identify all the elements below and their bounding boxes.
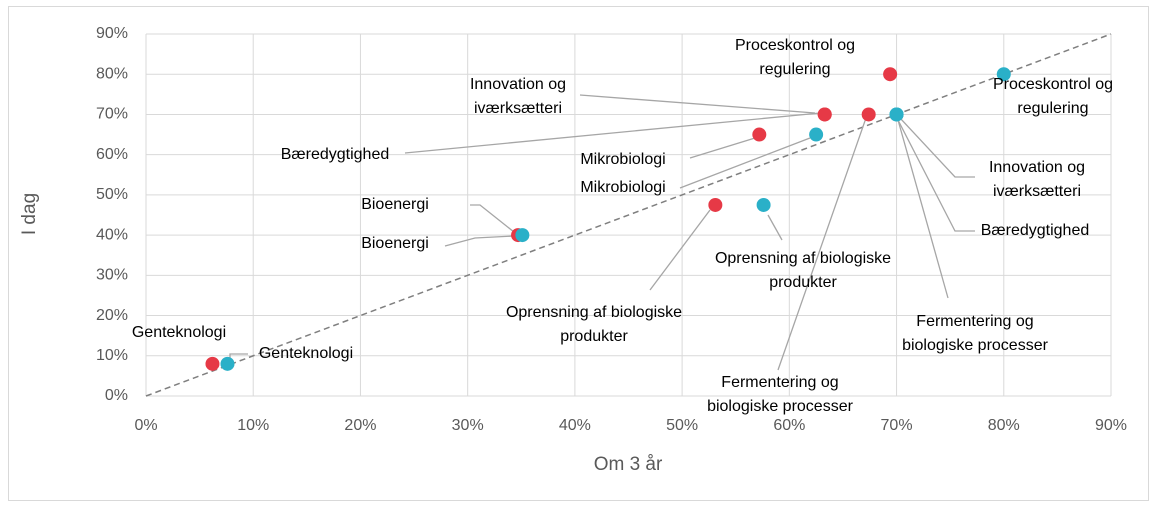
y-tick-label: 50% [96, 186, 128, 203]
leader-line [679, 137, 811, 189]
data-label: Fermentering og [916, 313, 1033, 330]
point [756, 197, 771, 212]
x-tick-label: 50% [666, 417, 698, 434]
point [752, 127, 767, 142]
y-tick-label: 80% [96, 65, 128, 82]
leader-line [470, 204, 515, 233]
point [708, 197, 723, 212]
data-label: Bæredygtighed [281, 146, 390, 163]
data-label: Oprensning af biologiske [506, 304, 682, 321]
point [996, 67, 1011, 82]
data-label: iværksætteri [993, 183, 1081, 200]
data-label: Mikrobiologi [580, 179, 665, 196]
data-label: Innovation og [989, 159, 1085, 176]
y-tick-label: 20% [96, 307, 128, 324]
x-tick-label: 0% [134, 417, 157, 434]
x-tick-label: 60% [773, 417, 805, 434]
y-tick-label: 40% [96, 226, 128, 243]
data-label: Bioenergi [361, 196, 429, 213]
x-tick-label: 30% [452, 417, 484, 434]
y-axis-title: I dag [19, 193, 40, 235]
leader-line [897, 119, 949, 299]
leader-line [767, 214, 783, 241]
data-label: Bæredygtighed [981, 222, 1090, 239]
y-tick-label: 10% [96, 347, 128, 364]
data-label: Innovation og [470, 76, 566, 93]
leader-line [444, 235, 515, 247]
y-tick-label: 60% [96, 146, 128, 163]
leader-line [649, 209, 711, 291]
y-tick-label: 0% [105, 387, 128, 404]
reference-line [145, 33, 1112, 397]
data-label: iværksætteri [474, 100, 562, 117]
point [883, 67, 898, 82]
leader-line [579, 94, 816, 114]
data-label: Oprensning af biologiske [715, 250, 891, 267]
point [220, 356, 235, 371]
y-tick-label: 30% [96, 267, 128, 284]
point [889, 107, 904, 122]
x-tick-label: 20% [344, 417, 376, 434]
data-label: Genteknologi [259, 345, 353, 362]
data-label: Proceskontrol og [993, 76, 1113, 93]
point [861, 107, 876, 122]
y-tick-label: 90% [96, 25, 128, 42]
x-tick-label: 70% [881, 417, 913, 434]
data-label: produkter [769, 274, 837, 291]
data-label: Genteknologi [132, 324, 226, 341]
y-tick-label: 70% [96, 106, 128, 123]
x-tick-label: 10% [237, 417, 269, 434]
data-label: biologiske processer [902, 337, 1049, 354]
data-label: Fermentering og [721, 374, 838, 391]
x-axis-title: Om 3 år [594, 454, 663, 475]
data-label: Proceskontrol og [735, 37, 855, 54]
data-label: produkter [560, 328, 628, 345]
point [205, 356, 220, 371]
chart-frame [8, 6, 1149, 501]
x-tick-label: 40% [559, 417, 591, 434]
data-label: regulering [759, 61, 830, 78]
data-label: Bioenergi [361, 235, 429, 252]
leader-line [404, 112, 821, 154]
point [515, 228, 530, 243]
data-label: regulering [1017, 100, 1088, 117]
data-label: biologiske processer [707, 398, 854, 415]
x-tick-label: 80% [988, 417, 1020, 434]
leader-line [899, 117, 975, 178]
data-label: Mikrobiologi [580, 151, 665, 168]
point [809, 127, 824, 142]
x-tick-label: 90% [1095, 417, 1127, 434]
leader-line [777, 117, 867, 371]
leader-line [897, 119, 975, 232]
leader-line [689, 137, 756, 159]
point [817, 107, 832, 122]
